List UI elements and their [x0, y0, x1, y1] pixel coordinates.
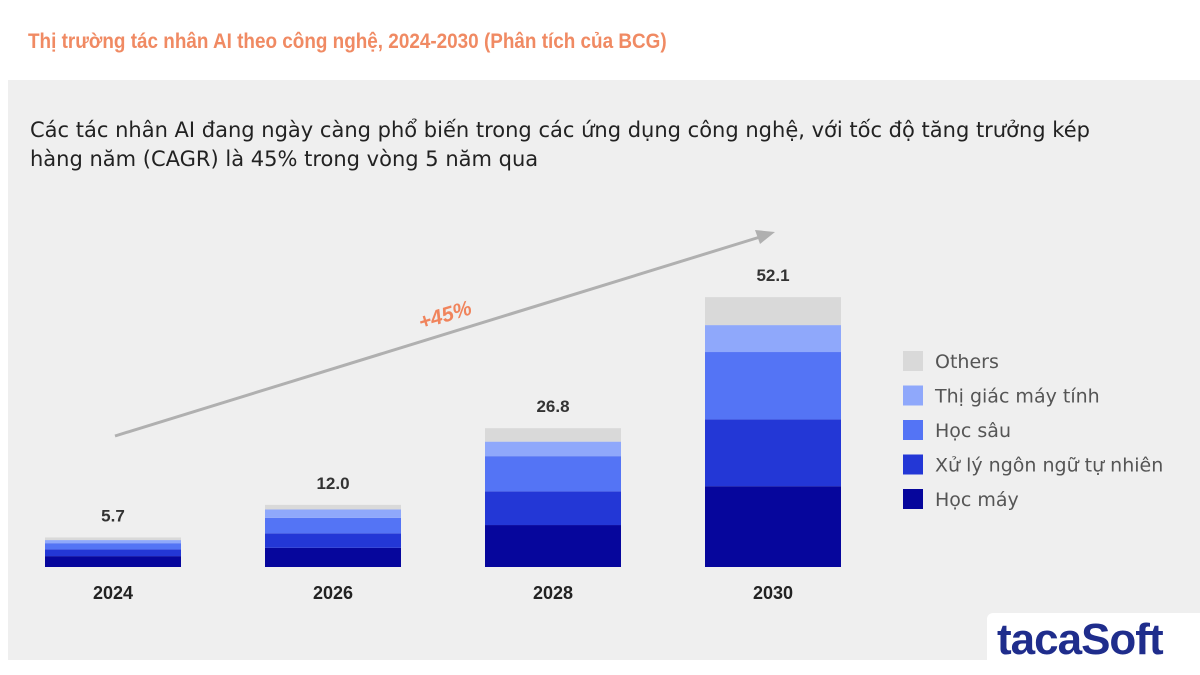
- bar-total-label: 52.1: [756, 266, 789, 285]
- legend-swatch: [903, 454, 923, 475]
- bar-segment: [705, 325, 841, 353]
- bar-segment: [485, 428, 621, 442]
- bar-total-label: 12.0: [316, 474, 349, 493]
- bar-segment: [265, 504, 401, 510]
- bar-segment: [45, 549, 181, 557]
- bar-segment: [705, 419, 841, 487]
- bar-segment: [45, 537, 181, 541]
- growth-arrow-line: [114, 235, 761, 438]
- legend-label: Xử lý ngôn ngữ tự nhiên: [935, 455, 1163, 477]
- bar-segment: [485, 525, 621, 567]
- legend-label: Others: [935, 351, 999, 373]
- legend-swatch: [903, 489, 923, 509]
- legend-swatch: [903, 385, 923, 406]
- bar-segment: [265, 533, 401, 548]
- logo-text: tacaSoft: [997, 615, 1164, 664]
- bar-segment: [705, 486, 841, 567]
- x-tick-label: 2028: [533, 583, 573, 603]
- bar-total-label: 26.8: [536, 397, 569, 416]
- bar-segment: [485, 441, 621, 457]
- bar-total-label: 5.7: [101, 506, 125, 525]
- x-tick-label: 2030: [753, 583, 793, 603]
- bar-segment: [265, 517, 401, 534]
- legend-swatch: [903, 420, 923, 440]
- bar-segment: [705, 352, 841, 420]
- bar-segment: [45, 540, 181, 544]
- bar-segment: [265, 509, 401, 518]
- tacasoft-logo: tacaSoft: [987, 613, 1200, 670]
- x-tick-label: 2026: [313, 583, 353, 603]
- chart-subtitle: Các tác nhân AI đang ngày càng phổ biến …: [30, 118, 1090, 171]
- legend-swatch: [903, 351, 923, 371]
- legend-label: Học sâu: [935, 420, 1011, 442]
- bar-segment: [45, 543, 181, 550]
- page-title: Thị trường tác nhân AI theo công nghệ, 2…: [28, 30, 667, 53]
- legend-label: Thị giác máy tính: [934, 386, 1100, 408]
- growth-arrow-head: [755, 230, 775, 244]
- legend-label: Học máy: [935, 489, 1019, 511]
- bar-segment: [485, 491, 621, 526]
- bar-segment: [705, 297, 841, 326]
- x-tick-label: 2024: [93, 583, 133, 603]
- bar-segment: [45, 556, 181, 567]
- bar-segment: [265, 547, 401, 567]
- bar-segment: [485, 456, 621, 492]
